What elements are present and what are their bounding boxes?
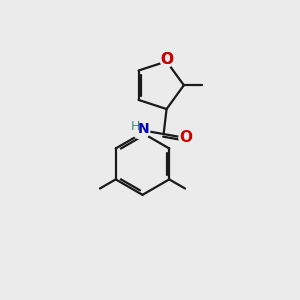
Text: O: O — [161, 52, 174, 68]
Circle shape — [161, 56, 172, 67]
Text: O: O — [179, 130, 193, 146]
Circle shape — [132, 121, 150, 139]
Text: N: N — [137, 122, 149, 136]
Text: O: O — [161, 52, 174, 68]
Text: H: H — [131, 120, 140, 133]
Circle shape — [179, 131, 192, 144]
